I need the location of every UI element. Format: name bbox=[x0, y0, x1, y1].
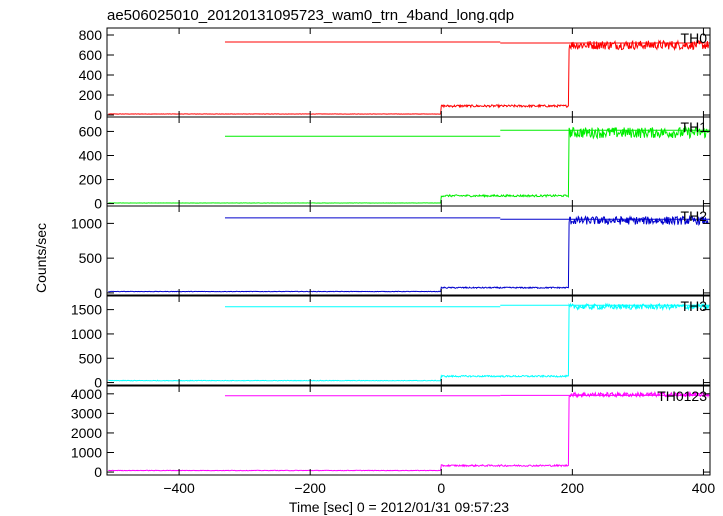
panel-th0123-ytick-label: 4000 bbox=[71, 386, 102, 402]
panel-th3-ytick-label: 500 bbox=[79, 350, 103, 366]
xtick-label: 0 bbox=[437, 480, 445, 496]
chart-title: ae506025010_20120131095723_wam0_trn_4ban… bbox=[107, 7, 514, 24]
panel-th1-ytick-label: 600 bbox=[79, 123, 103, 139]
panel-th0-ytick-label: 200 bbox=[79, 87, 103, 103]
panel-th1-label: TH1 bbox=[681, 119, 708, 135]
panel-th0-frame bbox=[106, 27, 711, 118]
panel-th0-ytick-label: 400 bbox=[79, 67, 103, 83]
panel-th0-series-line bbox=[108, 39, 710, 115]
panel-th0123-label: TH0123 bbox=[657, 388, 707, 404]
panel-th2-label: TH2 bbox=[681, 208, 708, 224]
panel-th3-ytick-label: 1500 bbox=[71, 302, 102, 318]
panel-th2-series-line bbox=[108, 214, 709, 293]
panel-th1-series-line bbox=[108, 125, 709, 204]
panel-th3-label: TH3 bbox=[681, 298, 708, 314]
panel-th1-ytick-label: 0 bbox=[94, 196, 102, 212]
y-axis-label: Counts/sec bbox=[33, 223, 49, 293]
panel-th3-ytick-label: 0 bbox=[94, 375, 102, 391]
xtick-label: 400 bbox=[692, 480, 716, 496]
panel-th1-ytick-label: 400 bbox=[79, 147, 103, 163]
xtick-label: 200 bbox=[561, 480, 585, 496]
panel-th0123-ytick-label: 1000 bbox=[71, 445, 102, 461]
x-axis-label: Time [sec] 0 = 2012/01/31 09:57:23 bbox=[289, 499, 509, 515]
panel-th0123-ytick-label: 0 bbox=[94, 464, 102, 480]
panel-th0123-ytick-label: 3000 bbox=[71, 405, 102, 421]
panel-th3-frame bbox=[106, 295, 711, 386]
panel-th2-ytick-label: 1000 bbox=[71, 215, 102, 231]
panel-th0-ytick-label: 800 bbox=[79, 27, 103, 43]
panel-th2-ytick-label: 0 bbox=[94, 285, 102, 301]
xtick-label: −400 bbox=[163, 480, 195, 496]
panel-th0123-ytick-label: 2000 bbox=[71, 425, 102, 441]
panel-th2-frame bbox=[106, 205, 711, 296]
panel-th0-ytick-label: 600 bbox=[79, 47, 103, 63]
panel-th0123-frame bbox=[106, 385, 711, 476]
panel-th0123-series-line bbox=[108, 390, 710, 472]
panel-th1-ytick-label: 200 bbox=[79, 172, 103, 188]
panels-group: 0 200 400 600 800 TH0 0 200 400 600 TH1 0 500 1000 TH2… bbox=[71, 27, 715, 496]
xtick-label: −200 bbox=[294, 480, 326, 496]
panel-th3-series-line bbox=[108, 302, 710, 382]
panel-th2-ytick-label: 500 bbox=[79, 250, 103, 266]
panel-th0-ytick-label: 0 bbox=[94, 107, 102, 123]
panel-th3-ytick-label: 1000 bbox=[71, 326, 102, 342]
panel-th0-label: TH0 bbox=[681, 30, 708, 46]
